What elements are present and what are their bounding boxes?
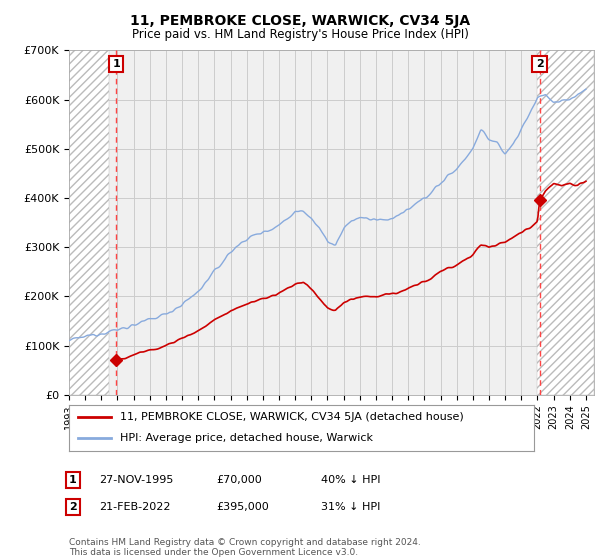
Text: 1: 1 xyxy=(69,475,77,485)
Text: Price paid vs. HM Land Registry's House Price Index (HPI): Price paid vs. HM Land Registry's House … xyxy=(131,28,469,41)
Text: 1: 1 xyxy=(112,59,120,69)
Text: Contains HM Land Registry data © Crown copyright and database right 2024.
This d: Contains HM Land Registry data © Crown c… xyxy=(69,538,421,557)
Text: 2: 2 xyxy=(536,59,544,69)
Text: 2: 2 xyxy=(69,502,77,512)
Text: £395,000: £395,000 xyxy=(216,502,269,512)
Text: 11, PEMBROKE CLOSE, WARWICK, CV34 5JA (detached house): 11, PEMBROKE CLOSE, WARWICK, CV34 5JA (d… xyxy=(120,412,464,422)
Text: HPI: Average price, detached house, Warwick: HPI: Average price, detached house, Warw… xyxy=(120,433,373,444)
Text: 27-NOV-1995: 27-NOV-1995 xyxy=(99,475,173,485)
Text: 11, PEMBROKE CLOSE, WARWICK, CV34 5JA: 11, PEMBROKE CLOSE, WARWICK, CV34 5JA xyxy=(130,14,470,28)
Text: £70,000: £70,000 xyxy=(216,475,262,485)
Text: 40% ↓ HPI: 40% ↓ HPI xyxy=(321,475,380,485)
Bar xyxy=(538,50,594,395)
Text: 21-FEB-2022: 21-FEB-2022 xyxy=(99,502,170,512)
Bar xyxy=(69,50,109,395)
Text: 31% ↓ HPI: 31% ↓ HPI xyxy=(321,502,380,512)
